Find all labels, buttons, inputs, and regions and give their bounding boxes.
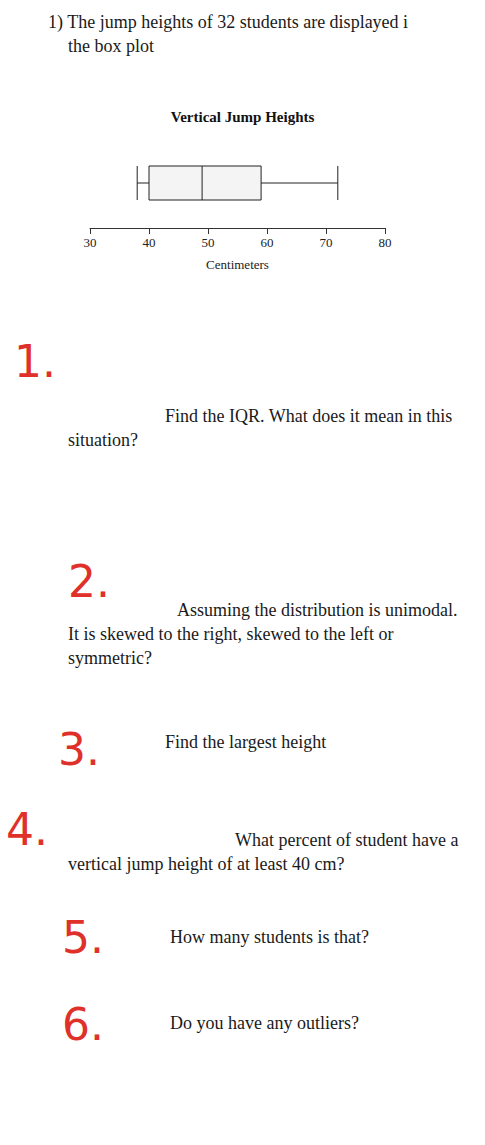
svg-text:Vertical Jump Heights: Vertical Jump Heights bbox=[171, 109, 315, 125]
svg-text:70: 70 bbox=[320, 235, 333, 250]
html-text:What percent of student have a: What percent of student have a vertical … bbox=[68, 830, 459, 874]
svg-text:80: 80 bbox=[379, 235, 392, 250]
html-text:1.: 1. bbox=[14, 336, 56, 387]
html-text:the box plot: the box plot bbox=[68, 36, 154, 56]
svg-text:40: 40 bbox=[143, 235, 156, 250]
html-text:Find the IQR. What does it mea: Find the IQR. What does it mean in this … bbox=[68, 406, 453, 450]
html-text:6.: 6. bbox=[62, 999, 104, 1050]
html-text:Find the largest height: Find the largest height bbox=[165, 732, 327, 752]
html-text:Assuming the distribution is u: Assuming the distribution is unimodal. I… bbox=[68, 600, 458, 668]
svg-text:50: 50 bbox=[202, 235, 215, 250]
html-text:1) The jump heights of 32 stud: 1) The jump heights of 32 students are d… bbox=[48, 12, 409, 32]
html-text:Do you have any outliers?: Do you have any outliers? bbox=[170, 1013, 359, 1033]
html-text:5.: 5. bbox=[62, 912, 104, 963]
html-text:How many students is that?: How many students is that? bbox=[170, 927, 369, 947]
svg-text:30: 30 bbox=[84, 235, 97, 250]
html-text:3.: 3. bbox=[58, 724, 100, 775]
html-text:4.: 4. bbox=[6, 804, 48, 855]
html-text:2.: 2. bbox=[68, 556, 110, 607]
svg-text:60: 60 bbox=[261, 235, 274, 250]
svg-text:Centimeters: Centimeters bbox=[206, 257, 269, 272]
